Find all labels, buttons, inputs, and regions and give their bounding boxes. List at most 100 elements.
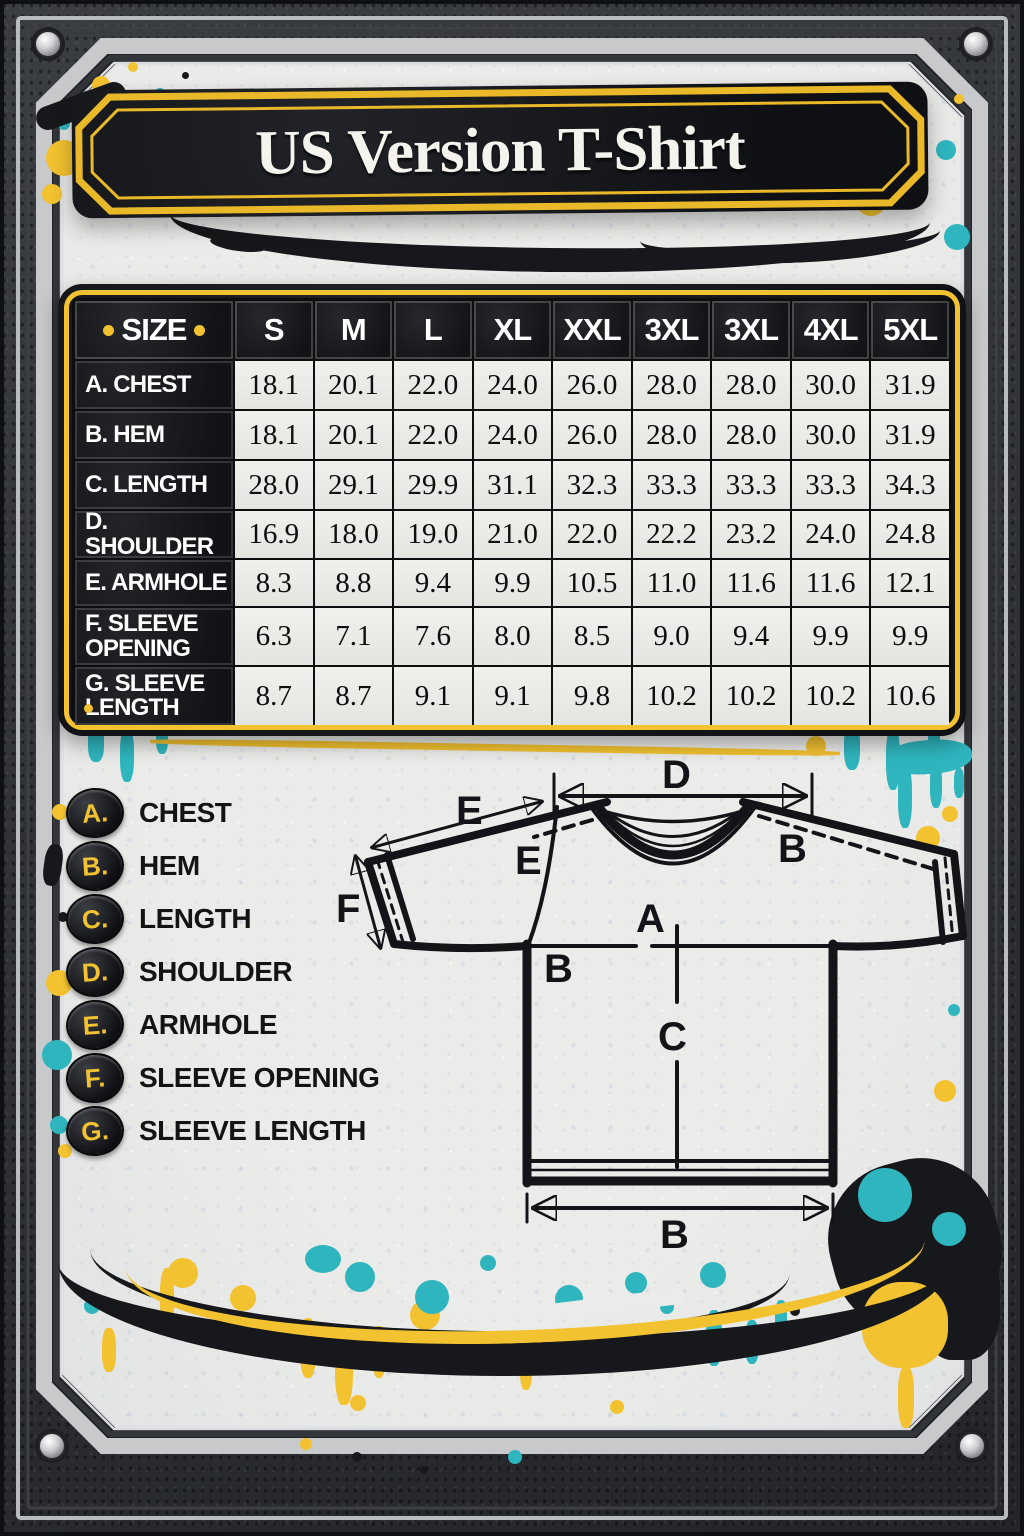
size-value-cell: 32.3 xyxy=(553,461,631,509)
row-label: C. LENGTH xyxy=(75,461,233,509)
row-label: F. SLEEVE OPENING xyxy=(75,608,233,665)
col-header: S xyxy=(235,301,313,359)
size-value-cell: 8.0 xyxy=(473,608,552,665)
size-value-cell: 26.0 xyxy=(553,361,631,409)
legend-badge: E. xyxy=(64,997,126,1052)
size-value-cell: 18.1 xyxy=(235,411,313,459)
corner-bolt xyxy=(35,1429,69,1463)
size-value-cell: 9.4 xyxy=(712,608,790,665)
col-header: XL xyxy=(473,301,552,359)
size-value-cell: 10.5 xyxy=(553,560,631,606)
legend-label: SHOULDER xyxy=(139,955,293,987)
size-value-cell: 12.1 xyxy=(871,560,949,606)
size-value-cell: 20.1 xyxy=(314,361,393,409)
size-value-cell: 10.2 xyxy=(791,667,870,725)
size-value-cell: 34.3 xyxy=(871,461,949,509)
size-value-cell: 31.9 xyxy=(871,361,949,409)
legend-badge: B. xyxy=(64,838,126,893)
size-value-cell: 9.9 xyxy=(791,608,870,665)
size-value-cell: 28.0 xyxy=(712,361,790,409)
size-value-cell: 22.0 xyxy=(553,511,631,558)
corner-bolt xyxy=(31,27,65,61)
row-label: E. ARMHOLE xyxy=(75,560,233,606)
col-header: 3XL xyxy=(712,301,790,359)
row-label: D. SHOULDER xyxy=(75,509,233,558)
size-value-cell: 8.7 xyxy=(314,667,393,725)
size-value-cell: 9.0 xyxy=(632,608,711,665)
legend-label: HEM xyxy=(139,849,200,881)
size-value-cell: 24.0 xyxy=(473,411,552,459)
size-value-cell: 8.3 xyxy=(235,560,313,606)
size-value-cell: 28.0 xyxy=(235,461,313,509)
corner-bolt xyxy=(955,1429,989,1463)
size-value-cell: 30.0 xyxy=(791,361,870,409)
diagram-label-armhole: E xyxy=(515,839,542,883)
diagram-label-hem-right: B xyxy=(778,827,807,871)
col-header: 4XL xyxy=(791,301,870,359)
size-value-cell: 7.6 xyxy=(394,608,472,665)
size-value-cell: 24.0 xyxy=(791,511,870,558)
size-value-cell: 26.0 xyxy=(553,411,631,459)
size-value-cell: 28.0 xyxy=(632,361,711,409)
size-value-cell: 19.0 xyxy=(394,511,472,558)
size-value-cell: 8.7 xyxy=(235,667,313,725)
corner-bolt xyxy=(959,27,993,61)
size-value-cell: 22.0 xyxy=(394,361,472,409)
yellow-dot xyxy=(194,324,206,336)
size-value-cell: 28.0 xyxy=(632,411,711,459)
shoulder-stitch-left xyxy=(532,818,594,839)
size-value-cell: 9.1 xyxy=(473,667,552,725)
size-value-cell: 7.1 xyxy=(314,608,393,665)
size-value-cell: 8.5 xyxy=(553,608,631,665)
col-header: M xyxy=(314,301,393,359)
size-value-cell: 9.9 xyxy=(871,608,949,665)
size-value-cell: 28.0 xyxy=(712,411,790,459)
size-value-cell: 10.2 xyxy=(712,667,790,725)
diagram-label-sleeve-length: E xyxy=(456,789,483,833)
cuff-right xyxy=(950,850,967,940)
size-value-cell: 16.9 xyxy=(235,511,313,558)
legend-label: ARMHOLE xyxy=(139,1008,278,1040)
size-value-cell: 11.0 xyxy=(632,560,711,606)
size-value-cell: 9.8 xyxy=(553,667,631,725)
size-table-grid: SIZE S M L XL XXL 3XL 3XL 4XL 5XL A. CHEST 18.1 20.1… xyxy=(72,298,952,725)
col-header: 5XL xyxy=(871,301,949,359)
size-value-cell: 10.6 xyxy=(871,667,949,725)
diagram-label-hem-left: B xyxy=(544,947,573,991)
size-value-cell: 11.6 xyxy=(791,560,870,606)
page-title: US Version T-Shirt xyxy=(254,111,746,188)
size-value-cell: 8.8 xyxy=(314,560,393,606)
diagram-label-sleeve-opening: F xyxy=(336,887,360,931)
col-header: L xyxy=(394,301,472,359)
size-value-cell: 9.9 xyxy=(473,560,552,606)
size-value-cell: 30.0 xyxy=(791,411,870,459)
size-value-cell: 29.9 xyxy=(394,461,472,509)
size-value-cell: 31.1 xyxy=(473,461,552,509)
size-value-cell: 31.9 xyxy=(871,411,949,459)
shoulder-line-left xyxy=(364,798,611,866)
size-value-cell: 29.1 xyxy=(314,461,393,509)
size-value-cell: 24.0 xyxy=(473,361,552,409)
col-header: 3XL xyxy=(632,301,711,359)
legend-badge: F. xyxy=(64,1050,126,1105)
legend-badge: C. xyxy=(64,891,126,946)
size-value-cell: 33.3 xyxy=(632,461,711,509)
diagram-label-hem-bottom: B xyxy=(660,1213,689,1257)
size-value-cell: 20.1 xyxy=(314,411,393,459)
diagram-label-chest: A xyxy=(636,897,665,941)
size-value-cell: 6.3 xyxy=(235,608,313,665)
col-header: XXL xyxy=(553,301,631,359)
size-value-cell: 22.0 xyxy=(394,411,472,459)
row-label: B. HEM xyxy=(75,411,233,459)
title-banner: US Version T-Shirt xyxy=(71,81,929,219)
size-value-cell: 21.0 xyxy=(473,511,552,558)
row-label: G. SLEEVE LENGTH xyxy=(75,667,233,725)
shoulder-line-right xyxy=(739,798,958,858)
size-value-cell: 9.4 xyxy=(394,560,472,606)
legend-label: CHEST xyxy=(139,796,232,828)
diagram-label-length: C xyxy=(658,1015,687,1059)
size-value-cell: 10.2 xyxy=(632,667,711,725)
size-value-cell: 11.6 xyxy=(712,560,790,606)
yellow-dot xyxy=(102,324,114,336)
